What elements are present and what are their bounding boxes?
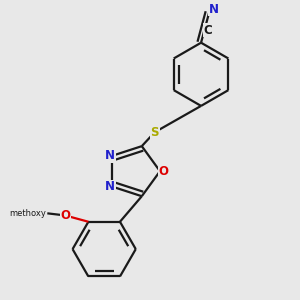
Text: C: C: [203, 23, 212, 37]
Text: N: N: [105, 180, 115, 193]
Text: S: S: [151, 126, 159, 139]
Text: N: N: [208, 2, 218, 16]
Text: N: N: [105, 149, 115, 162]
Text: O: O: [158, 165, 168, 178]
Text: methoxy: methoxy: [9, 209, 46, 218]
Text: O: O: [60, 209, 70, 222]
